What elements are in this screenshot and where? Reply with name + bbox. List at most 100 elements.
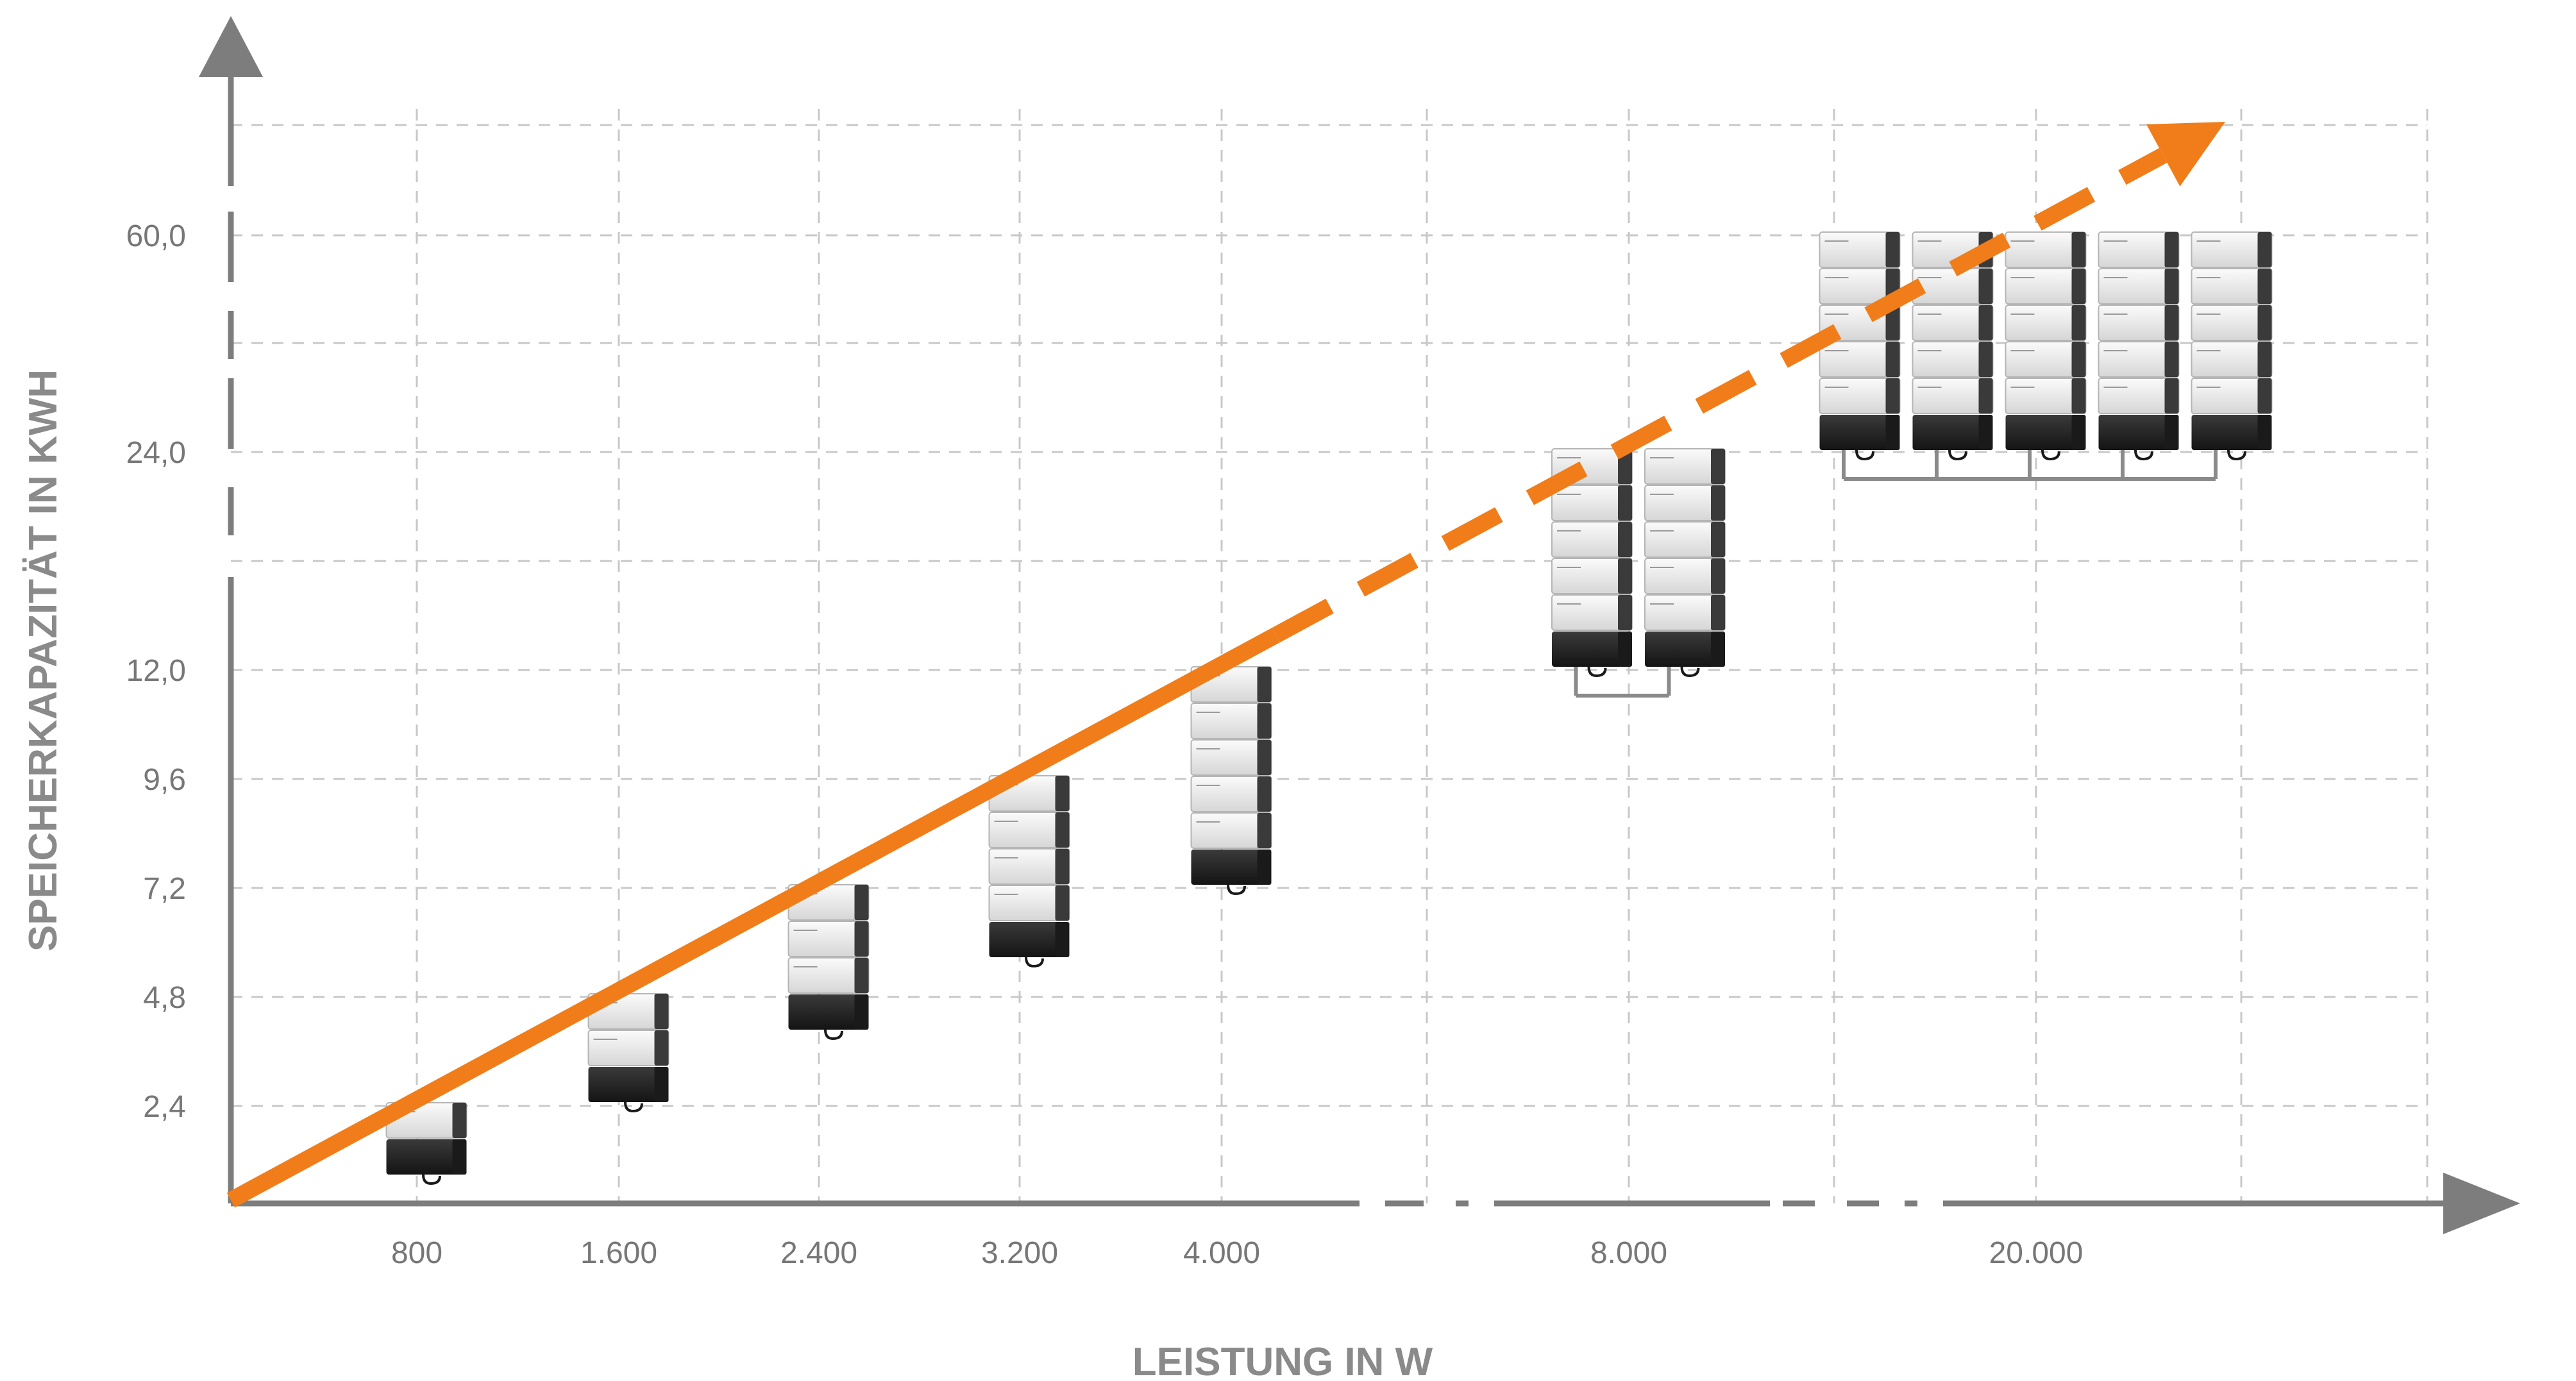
inverter-module-side bbox=[1978, 415, 1993, 450]
battery-module-side bbox=[1618, 485, 1632, 521]
y-tick-labels: 2,4 4,8 7,2 9,6 12,0 24,0 60,0 bbox=[126, 219, 186, 1124]
trend-arrowhead bbox=[2146, 122, 2225, 187]
battery-module-side bbox=[1257, 703, 1272, 739]
trend-line-solid bbox=[226, 628, 1281, 1208]
inverter-module bbox=[2191, 415, 2272, 450]
x-tick-labels: 800 1.600 2.400 3.200 4.000 8.000 20.000 bbox=[391, 1236, 2083, 1270]
y-tick-label: 4,8 bbox=[143, 981, 186, 1015]
battery-module-side bbox=[1055, 776, 1070, 811]
inverter-cable bbox=[1948, 449, 1967, 461]
battery-module-side bbox=[2071, 305, 2086, 340]
inverter-module-side bbox=[2164, 415, 2179, 450]
battery-module-side bbox=[1885, 378, 1900, 414]
inverter-module bbox=[386, 1139, 467, 1175]
axes bbox=[199, 16, 2520, 1234]
battery-module-side bbox=[854, 885, 869, 920]
inverter-module bbox=[1552, 632, 1632, 667]
inverter-module-side bbox=[854, 994, 869, 1030]
battery-module-side bbox=[1055, 812, 1070, 848]
x-tick-label: 4.000 bbox=[1183, 1236, 1260, 1270]
battery-stack bbox=[988, 775, 1070, 968]
y-axis-arrowhead bbox=[199, 16, 263, 77]
trend-arrow bbox=[226, 122, 2225, 1208]
battery-module-side bbox=[654, 994, 669, 1029]
x-axis-title: LEISTUNG IN W bbox=[1132, 1340, 1433, 1381]
inverter-cable bbox=[824, 1029, 843, 1041]
battery-module-side bbox=[452, 1103, 467, 1138]
battery-stack bbox=[1644, 448, 1726, 678]
battery-stack bbox=[1912, 231, 1994, 461]
battery-module-side bbox=[854, 958, 869, 993]
battery-module-side bbox=[2257, 342, 2272, 377]
inverter-cable bbox=[1025, 957, 1044, 968]
inverter-module bbox=[1819, 415, 1900, 450]
battery-module-side bbox=[2257, 378, 2272, 414]
inverter-module-side bbox=[452, 1139, 467, 1175]
y-tick-label: 9,6 bbox=[143, 763, 186, 797]
inverter-module bbox=[788, 994, 869, 1030]
y-tick-label: 7,2 bbox=[143, 872, 186, 906]
battery-module-side bbox=[2164, 305, 2179, 340]
x-tick-label: 8.000 bbox=[1590, 1236, 1667, 1270]
battery-module-side bbox=[1711, 522, 1725, 557]
battery-module-side bbox=[2164, 269, 2179, 304]
x-tick-label: 1.600 bbox=[580, 1236, 657, 1270]
inverter-module-side bbox=[1711, 632, 1725, 667]
inverter-cable bbox=[422, 1174, 441, 1185]
inverter-cable bbox=[624, 1101, 643, 1113]
inverter-cable bbox=[1680, 666, 1700, 678]
battery-stack bbox=[1190, 666, 1272, 896]
battery-module-side bbox=[1978, 269, 1993, 304]
inverter-cable bbox=[1227, 884, 1246, 896]
battery-module-side bbox=[1257, 667, 1272, 702]
inverter-module bbox=[1912, 415, 1993, 450]
battery-stack bbox=[1819, 231, 1901, 461]
battery-stack bbox=[787, 884, 870, 1041]
battery-module-side bbox=[1711, 485, 1725, 521]
battery-module-side bbox=[2071, 269, 2086, 304]
battery-module-side bbox=[2257, 269, 2272, 304]
battery-stack bbox=[2005, 231, 2087, 461]
battery-module-side bbox=[1978, 342, 1993, 377]
inverter-module bbox=[1191, 850, 1272, 885]
inverter-cable bbox=[1855, 449, 1874, 461]
y-axis-title: SPEICHERKAPAZITÄT IN KWH bbox=[21, 369, 65, 951]
inverter-cable bbox=[2041, 449, 2060, 461]
inverter-module bbox=[1645, 632, 1725, 667]
battery-module-side bbox=[2071, 378, 2086, 414]
battery-module-side bbox=[1257, 813, 1272, 848]
battery-module-side bbox=[1618, 522, 1632, 557]
inverter-module bbox=[989, 922, 1070, 957]
battery-module-side bbox=[1885, 305, 1900, 340]
inverter-module bbox=[588, 1067, 669, 1102]
battery-module-side bbox=[1257, 776, 1272, 812]
battery-module-side bbox=[1618, 595, 1632, 630]
y-tick-label: 60,0 bbox=[126, 219, 186, 253]
battery-module-side bbox=[1711, 595, 1725, 630]
battery-module-side bbox=[2071, 232, 2086, 267]
battery-stack bbox=[2098, 231, 2180, 461]
battery-module-side bbox=[1055, 885, 1070, 921]
battery-module-side bbox=[2164, 232, 2179, 267]
battery-module-side bbox=[2257, 305, 2272, 340]
battery-module-side bbox=[654, 1030, 669, 1066]
battery-module-side bbox=[1711, 449, 1725, 484]
trend-line-dashed bbox=[1272, 147, 2168, 642]
battery-module-side bbox=[854, 921, 869, 957]
inverter-module-side bbox=[1257, 850, 1272, 885]
battery-stack bbox=[1551, 448, 1633, 678]
battery-module-side bbox=[1885, 342, 1900, 377]
inverter-module-side bbox=[2257, 415, 2272, 450]
battery-module-side bbox=[2164, 378, 2179, 414]
inverter-module bbox=[2005, 415, 2086, 450]
inverter-module-side bbox=[1055, 922, 1070, 957]
battery-module-side bbox=[2071, 342, 2086, 377]
inverter-module-side bbox=[1885, 415, 1900, 450]
battery-module-side bbox=[2257, 232, 2272, 267]
battery-module-side bbox=[1618, 558, 1632, 594]
battery-configurations bbox=[385, 231, 2273, 1185]
battery-module-side bbox=[2164, 342, 2179, 377]
y-tick-label: 2,4 bbox=[143, 1090, 186, 1124]
battery-module-side bbox=[1711, 558, 1725, 594]
